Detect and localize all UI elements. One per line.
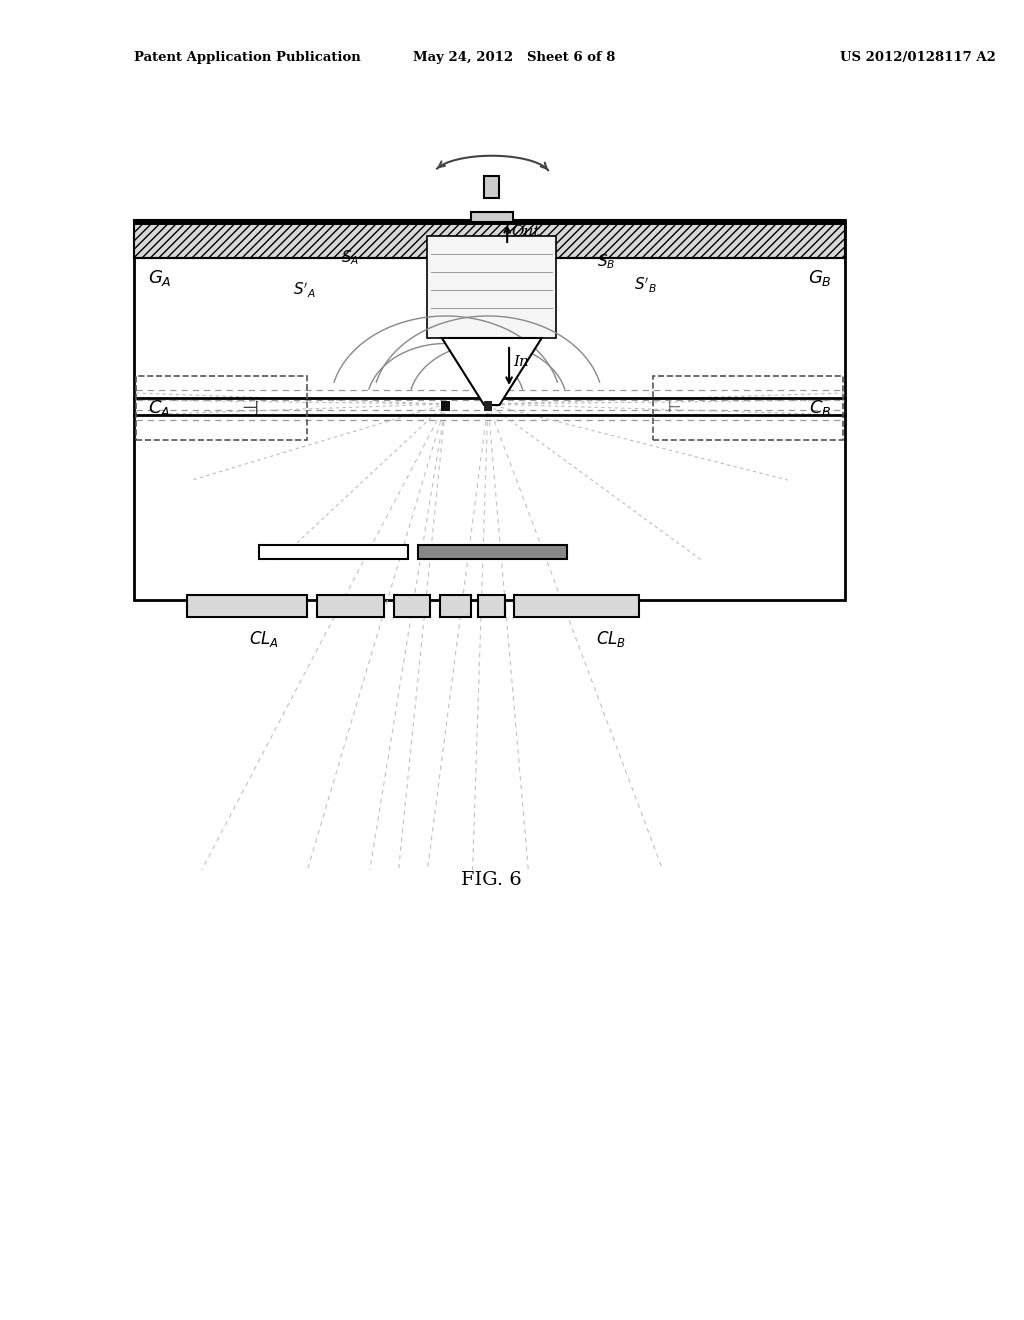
Text: Out: Out <box>511 224 540 239</box>
Bar <box>317 595 384 616</box>
Bar <box>187 595 307 616</box>
Text: $CL_A$: $CL_A$ <box>249 630 280 649</box>
Bar <box>478 595 505 616</box>
Bar <box>440 595 471 616</box>
Bar <box>134 220 845 224</box>
Bar <box>134 220 845 257</box>
Bar <box>653 376 844 440</box>
Bar <box>134 220 845 601</box>
Bar <box>484 176 500 198</box>
Text: $CL_B$: $CL_B$ <box>596 630 626 649</box>
Text: $G_A$: $G_A$ <box>147 268 172 288</box>
Text: $C_B$: $C_B$ <box>809 399 831 418</box>
Text: $S_A$: $S_A$ <box>341 248 359 268</box>
Text: ⊢: ⊢ <box>668 400 681 416</box>
Bar <box>441 401 451 411</box>
Text: ⊣: ⊣ <box>242 399 258 417</box>
Bar <box>427 236 556 338</box>
Text: Patent Application Publication: Patent Application Publication <box>134 51 361 65</box>
Bar <box>471 213 513 222</box>
Text: May 24, 2012   Sheet 6 of 8: May 24, 2012 Sheet 6 of 8 <box>413 51 615 65</box>
Text: $S'_B$: $S'_B$ <box>634 276 657 294</box>
Bar <box>484 401 492 411</box>
Text: In: In <box>513 355 528 370</box>
Text: $C_A$: $C_A$ <box>147 399 170 418</box>
Bar <box>514 595 639 616</box>
Bar <box>136 376 307 440</box>
Text: $S_B$: $S_B$ <box>597 252 615 272</box>
Text: FIG. 6: FIG. 6 <box>462 871 522 888</box>
Bar <box>394 595 430 616</box>
Text: $G_B$: $G_B$ <box>808 268 831 288</box>
Polygon shape <box>441 338 542 405</box>
Bar <box>259 545 409 558</box>
Text: $S'_A$: $S'_A$ <box>293 280 315 300</box>
Bar <box>418 545 566 558</box>
Text: US 2012/0128117 A2: US 2012/0128117 A2 <box>841 51 996 65</box>
